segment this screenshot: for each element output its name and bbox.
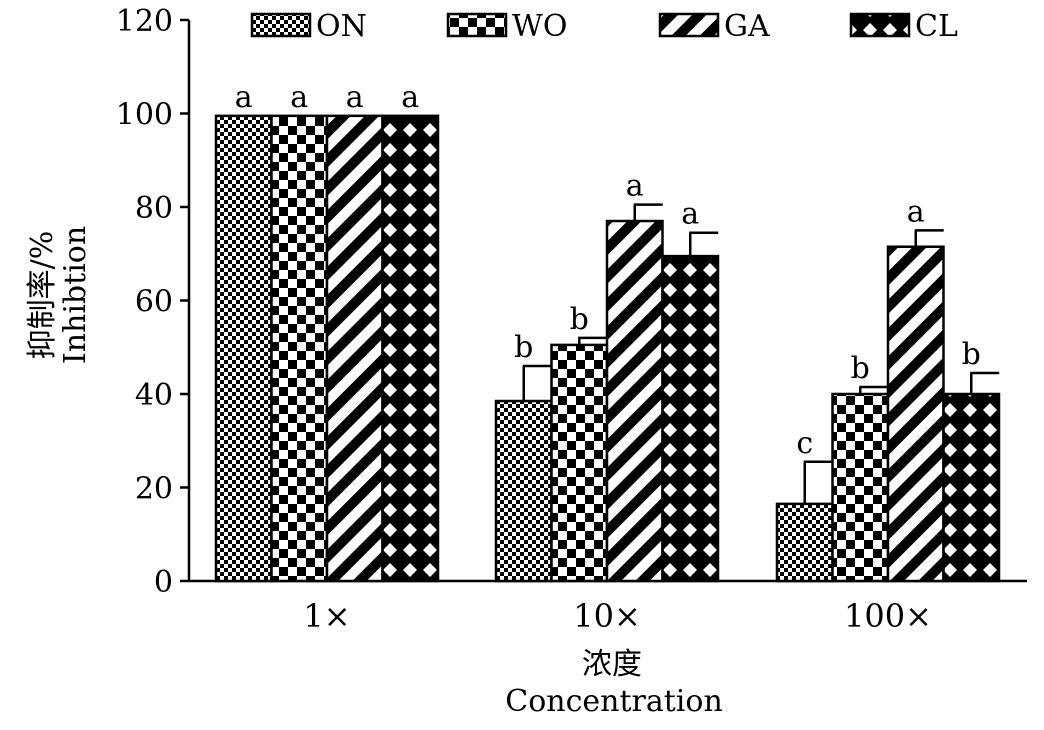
bar-ga — [605, 219, 664, 583]
x-axis-title-line-1: 浓度 — [582, 647, 642, 682]
x-tick-label: 1× — [303, 597, 350, 635]
bar-ga — [886, 245, 945, 583]
significance-letter: c — [796, 426, 813, 461]
bar-wo — [831, 392, 890, 583]
bar-wo — [270, 114, 329, 583]
significance-letter: b — [962, 337, 981, 372]
legend-label: ON — [316, 9, 367, 44]
significance-letter: b — [570, 302, 589, 337]
y-tick-label: 60 — [135, 285, 173, 320]
bar-cl — [661, 254, 720, 583]
bar-on — [214, 114, 273, 583]
y-ticks: 0 20 40 60 80 100 120 — [116, 4, 189, 600]
bar-on — [775, 502, 834, 583]
legend-swatch-on — [250, 12, 312, 38]
y-axis-title-line-1: 抑制率/% — [25, 231, 60, 360]
significance-letter: a — [907, 194, 925, 229]
significance-letter: b — [851, 351, 870, 386]
y-tick-label: 100 — [116, 98, 173, 133]
bar-cl — [381, 114, 440, 583]
legend-label: CL — [915, 9, 958, 44]
y-tick-label: 40 — [135, 378, 173, 413]
significance-letter: b — [514, 330, 533, 365]
significance-letter: a — [401, 80, 419, 115]
y-tick-label: 0 — [154, 565, 173, 600]
significance-letter: a — [681, 197, 699, 232]
x-axis-title-line-2: Concentration — [505, 684, 723, 719]
legend-swatch-cl — [849, 12, 911, 38]
legend-label: WO — [512, 9, 567, 44]
legend-swatch-wo — [446, 12, 508, 38]
significance-letter: a — [626, 169, 644, 204]
y-tick-label: 120 — [116, 4, 173, 39]
y-tick-label: 80 — [135, 191, 173, 226]
significance-letter: a — [290, 80, 308, 115]
legend-label: GA — [724, 9, 770, 44]
significance-letter: a — [346, 80, 364, 115]
x-tick-label: 100× — [844, 597, 932, 635]
legend: ON WO GA CL — [250, 9, 958, 44]
bar-on — [494, 399, 553, 583]
bars: a a a a b b a a c b a b — [214, 80, 1001, 583]
bar-ga — [325, 114, 384, 583]
y-tick-label: 20 — [135, 472, 173, 507]
x-ticks: 1× 10× 100× — [303, 597, 932, 635]
y-axis-title-line-2: Inhibtion — [58, 226, 93, 364]
y-axis-title: 抑制率/% Inhibtion — [25, 226, 93, 364]
bar-cl — [942, 392, 1001, 583]
bar-wo — [550, 343, 609, 583]
x-tick-label: 10× — [573, 597, 641, 635]
legend-swatch-ga — [658, 12, 720, 38]
significance-letter: a — [235, 80, 253, 115]
